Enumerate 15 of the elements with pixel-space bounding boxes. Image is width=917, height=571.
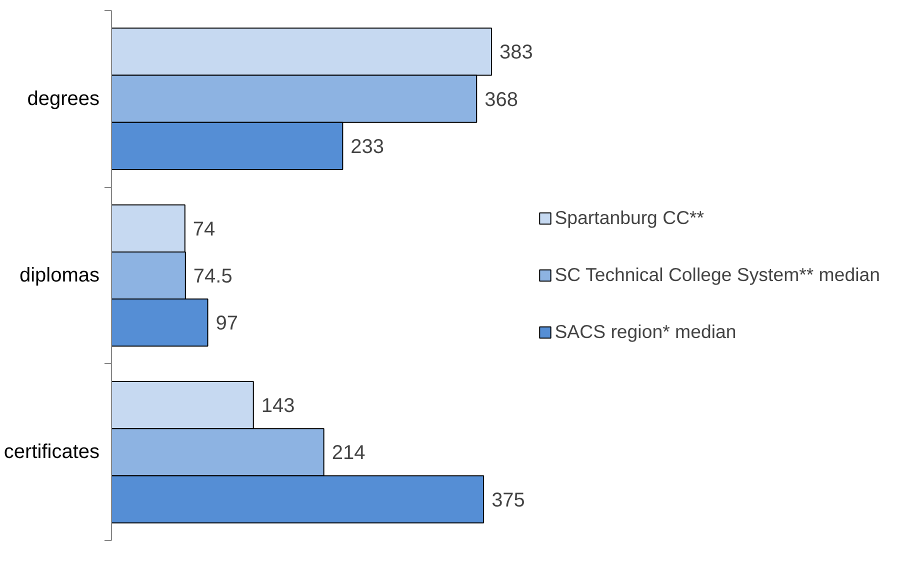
data-label: 97 xyxy=(216,312,238,335)
data-label: 375 xyxy=(492,489,525,512)
data-label: 74.5 xyxy=(193,266,232,288)
legend-label: SC Technical College System** median xyxy=(554,264,880,286)
data-label: 383 xyxy=(500,42,533,64)
data-label: 74 xyxy=(192,218,216,240)
data-label: 233 xyxy=(350,136,384,158)
data-label: 143 xyxy=(261,395,295,418)
data-label: 214 xyxy=(332,442,366,464)
y-tick-label: certificates xyxy=(4,441,100,464)
y-tick-label: degrees xyxy=(27,88,100,110)
legend-label: Spartanburg CC** xyxy=(554,207,704,229)
legend-label: SACS region* median xyxy=(554,321,736,343)
data-label: 368 xyxy=(484,88,518,111)
y-tick-label: diplomas xyxy=(19,264,100,286)
